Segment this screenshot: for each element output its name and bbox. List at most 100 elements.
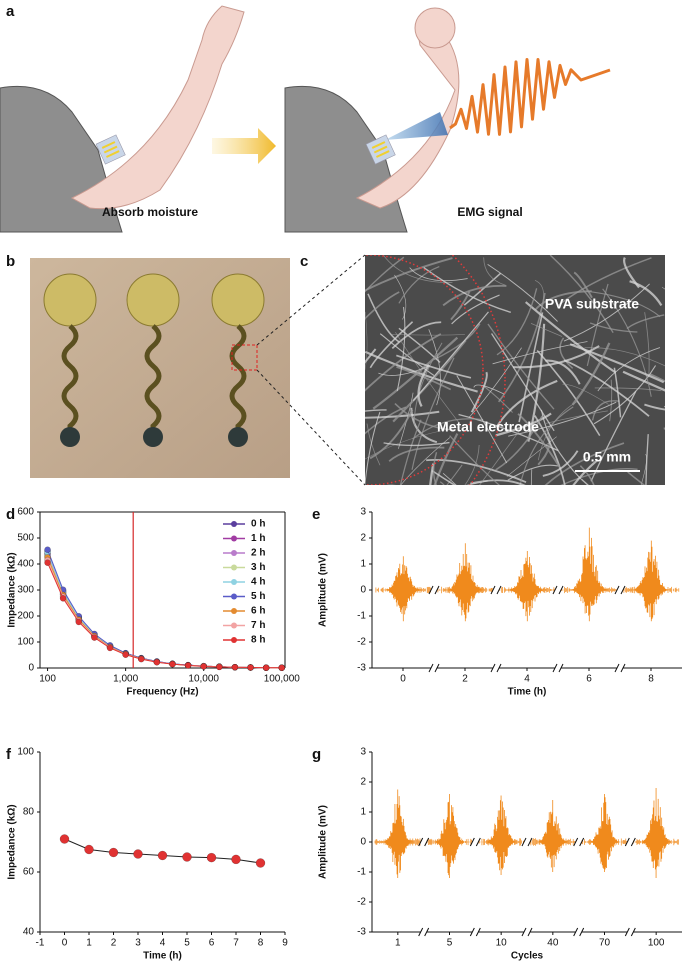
fiber: [365, 291, 400, 320]
data-point: [44, 559, 51, 566]
fiber: [372, 336, 459, 410]
electrodes: [43, 273, 265, 327]
fiber: [394, 274, 407, 320]
emg-burst: [446, 543, 484, 622]
fiber: [365, 311, 368, 371]
y-tick-label: 1: [360, 807, 366, 818]
fiber: [590, 391, 637, 482]
x-tick-label: 10: [496, 938, 508, 949]
fiber: [365, 411, 381, 485]
x-tick-label: 2: [111, 938, 117, 949]
legend-marker: [231, 593, 237, 600]
fiber: [544, 442, 625, 485]
data-point: [106, 644, 114, 652]
legend-marker: [231, 637, 237, 643]
y-tick-label: 200: [17, 611, 34, 622]
axis-break: [418, 837, 424, 847]
axis-break-gap: [627, 840, 634, 844]
legend-label: 4 h: [251, 577, 265, 588]
fiber: [559, 337, 574, 369]
fiber: [365, 333, 442, 392]
fiber: [449, 435, 501, 485]
y-tick-label: 60: [23, 867, 35, 878]
fiber: [369, 321, 414, 369]
fiber: [388, 446, 445, 462]
series-line: [47, 556, 282, 669]
emg-burst: [508, 551, 546, 622]
zoom-box: [231, 344, 258, 371]
data-point: [184, 662, 192, 669]
x-tick-label: 6: [586, 674, 592, 685]
fiber: [525, 301, 617, 374]
x-tick-label: -1: [36, 938, 45, 949]
fiber: [586, 290, 661, 318]
data-point: [231, 663, 239, 671]
x-tick-label: 4: [524, 674, 530, 685]
fiber: [450, 291, 471, 321]
y-tick-label: 2: [360, 777, 366, 788]
axis-break: [496, 585, 502, 595]
arrow: [212, 128, 276, 164]
fiber: [534, 415, 566, 485]
sem-label: Metal electrode: [437, 419, 539, 435]
fiber: [451, 294, 500, 325]
fiber: [479, 430, 520, 485]
fiber: [456, 375, 508, 464]
fibers: [365, 255, 665, 485]
fiber: [465, 480, 488, 485]
y-tick-label: 80: [23, 807, 35, 818]
data-point: [137, 655, 145, 663]
fiber: [573, 271, 593, 299]
emg-burst: [381, 789, 414, 878]
fiber: [464, 444, 480, 485]
axis-break: [424, 927, 430, 937]
patch: [95, 134, 126, 165]
fiber: [537, 401, 577, 461]
data-point: [75, 618, 83, 626]
fiber: [412, 311, 489, 402]
fiber: [530, 469, 533, 485]
data-point: [200, 663, 207, 670]
axis-break: [527, 927, 533, 937]
y-axis-label: Impedance (kΩ): [7, 552, 18, 627]
fiber: [431, 469, 456, 485]
data-point: [206, 852, 217, 863]
fiber: [367, 293, 400, 343]
data-point: [59, 595, 67, 602]
fiber: [429, 463, 435, 485]
axis-break-gap: [555, 588, 561, 592]
fiber: [542, 450, 579, 477]
fiber: [613, 367, 622, 418]
axis-break-gap: [575, 930, 582, 934]
axis-break: [469, 837, 475, 847]
axis-break-gap: [617, 666, 623, 670]
axis-break: [521, 927, 527, 937]
axis-break: [552, 585, 558, 595]
data-point: [91, 634, 98, 641]
region-outline: [365, 255, 506, 485]
emg-burst: [570, 527, 608, 622]
y-tick-label: -1: [357, 867, 366, 878]
axis-break: [475, 927, 481, 937]
panel-label: a: [6, 3, 15, 20]
fiber: [584, 347, 665, 367]
legend-label: 7 h: [251, 620, 265, 631]
fiber: [591, 400, 620, 421]
zoom-line: [256, 369, 366, 486]
y-tick-label: 100: [17, 747, 34, 758]
fiber: [470, 479, 526, 485]
axis-break-gap: [627, 930, 634, 934]
fiber: [644, 403, 665, 411]
fiber: [365, 409, 387, 412]
x-axis-label: Time (h): [508, 687, 547, 698]
fiber: [399, 419, 422, 485]
fiber: [512, 345, 600, 369]
x-tick-label: 100,000: [264, 674, 301, 685]
x-tick-label: 1,000: [113, 674, 138, 685]
y-axis-label: Amplitude (mV): [318, 805, 329, 879]
y-tick-label: 500: [17, 533, 34, 544]
fiber: [383, 441, 450, 447]
axis-break-gap: [575, 840, 582, 844]
fiber: [442, 472, 457, 485]
x-tick-label: 2: [462, 674, 468, 685]
